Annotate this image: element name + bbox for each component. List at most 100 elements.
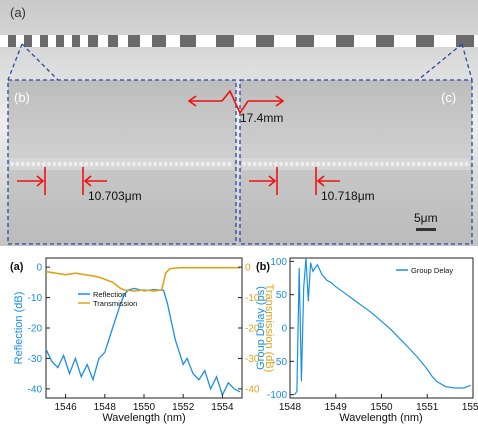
waveguide-dot — [148, 161, 152, 167]
grating-segment — [216, 35, 234, 47]
waveguide-dot — [89, 161, 94, 167]
waveguide-dot — [174, 161, 179, 167]
waveguide-dot — [311, 161, 315, 167]
group-delay-line — [294, 257, 471, 396]
waveguide-dot — [380, 161, 384, 167]
waveguide-dot — [179, 161, 184, 167]
chart-a-ytick-left-label: -10 — [28, 293, 43, 304]
waveguide-dot — [142, 161, 147, 167]
zoom-line-right — [461, 43, 473, 81]
grating-segment — [56, 35, 64, 47]
grating-band — [0, 35, 478, 47]
waveguide-dot — [116, 161, 120, 167]
chart-b-xtick-label: 1551 — [416, 402, 439, 413]
zoom-line-left — [21, 43, 59, 81]
waveguide-dot — [395, 161, 400, 167]
waveguide-dot — [438, 161, 442, 167]
waveguide-dot — [36, 161, 41, 167]
chart-a-xtick-label: 1554 — [211, 402, 234, 413]
waveguide-dot — [169, 161, 173, 167]
waveguide-dot — [126, 161, 131, 167]
chart-a-ytick-left-label: 0 — [36, 263, 42, 274]
chart-a-legend: Reflection Transmission — [78, 290, 137, 308]
chart-b-xtick-label: 1549 — [325, 402, 348, 413]
chart-b-ylabel: Group Delay (ps) — [255, 286, 267, 370]
chart-b-label: (b) — [256, 261, 270, 273]
grating-segment — [336, 35, 354, 47]
grating-segment — [416, 35, 434, 47]
waveguide-dot — [406, 161, 411, 167]
waveguide-dot — [163, 161, 168, 167]
waveguide-dot — [316, 161, 321, 167]
period-label-left: 10.703μm — [88, 189, 142, 203]
waveguide-dot — [158, 161, 163, 167]
distance-marker — [187, 89, 285, 115]
waveguide-dot — [337, 161, 342, 167]
waveguide-dot — [369, 161, 374, 167]
waveguide-dot — [300, 161, 305, 167]
waveguide-dot — [105, 161, 110, 167]
chart-a-xtick-label: 1550 — [133, 402, 156, 413]
waveguide-dot — [52, 161, 57, 167]
waveguide-dot — [73, 161, 78, 167]
waveguide-dot — [31, 161, 35, 167]
waveguide-dot — [454, 161, 458, 167]
chart-a-ytick-right-label: -30 — [245, 354, 260, 365]
waveguide-dot — [427, 161, 432, 167]
grating-segment — [128, 35, 140, 47]
waveguide-dot — [206, 161, 210, 167]
waveguide-dot — [42, 161, 46, 167]
grating-segment — [296, 35, 314, 47]
waveguide-dot — [332, 161, 336, 167]
waveguide-dot — [348, 161, 352, 167]
chart-b-ytick-label: -50 — [273, 357, 288, 368]
waveguide-dot — [448, 161, 453, 167]
panel-label-a: (a) — [10, 5, 26, 20]
period-label-right: 10.718μm — [321, 189, 375, 203]
waveguide-dot — [268, 161, 273, 167]
chart-b-ytick-label: 50 — [276, 290, 288, 301]
waveguide-dot — [401, 161, 405, 167]
waveguide-dot — [216, 161, 221, 167]
waveguide-dot — [190, 161, 194, 167]
microscope-figure: (a) (b) (c) 17.4mm 10.703μm — [0, 0, 478, 246]
waveguide-dot — [201, 161, 205, 167]
chart-b-plot-frame — [289, 257, 474, 399]
chart-a-xtick-label: 1552 — [172, 402, 195, 413]
waveguide-dot — [195, 161, 200, 167]
waveguide-dot — [433, 161, 437, 167]
chart-b-xtick-label: 1548 — [279, 402, 302, 413]
grating-segment — [8, 35, 16, 47]
chart-a-ytick-left-label: -40 — [28, 384, 43, 395]
grating-segment — [72, 35, 80, 47]
waveguide-dot — [289, 161, 294, 167]
transmission-line — [45, 266, 240, 292]
waveguide-dot — [121, 161, 126, 167]
chart-a-ytick-left-label: -20 — [28, 324, 43, 335]
waveguide-dot — [464, 161, 469, 167]
legend-label-reflection: Reflection — [93, 290, 126, 299]
waveguide-dot — [185, 161, 189, 167]
chart-b-ytick-label: 100 — [270, 257, 287, 268]
chart-a-ytick-right-label: -20 — [245, 324, 260, 335]
grating-segment — [40, 35, 48, 47]
waveguide-dot — [252, 161, 257, 167]
grating-segment — [180, 35, 196, 47]
waveguide-dot — [327, 161, 331, 167]
waveguide-dot — [258, 161, 262, 167]
waveguide-dot — [68, 161, 73, 167]
waveguide-dot — [390, 161, 395, 167]
waveguide-dot — [132, 161, 136, 167]
grating-segment — [24, 35, 32, 47]
chart-b-ytick-label: -100 — [267, 390, 287, 401]
waveguide-dot — [274, 161, 278, 167]
legend-label-group-delay: Group Delay — [411, 266, 453, 275]
period-marker-right — [249, 167, 340, 195]
zoom-line-right — [417, 43, 463, 81]
waveguide-dot — [411, 161, 416, 167]
waveguide-dot — [26, 161, 30, 167]
grating-segment — [152, 35, 166, 47]
chart-a-ytick-right-label: 0 — [245, 263, 251, 274]
grating-segment — [456, 35, 474, 47]
